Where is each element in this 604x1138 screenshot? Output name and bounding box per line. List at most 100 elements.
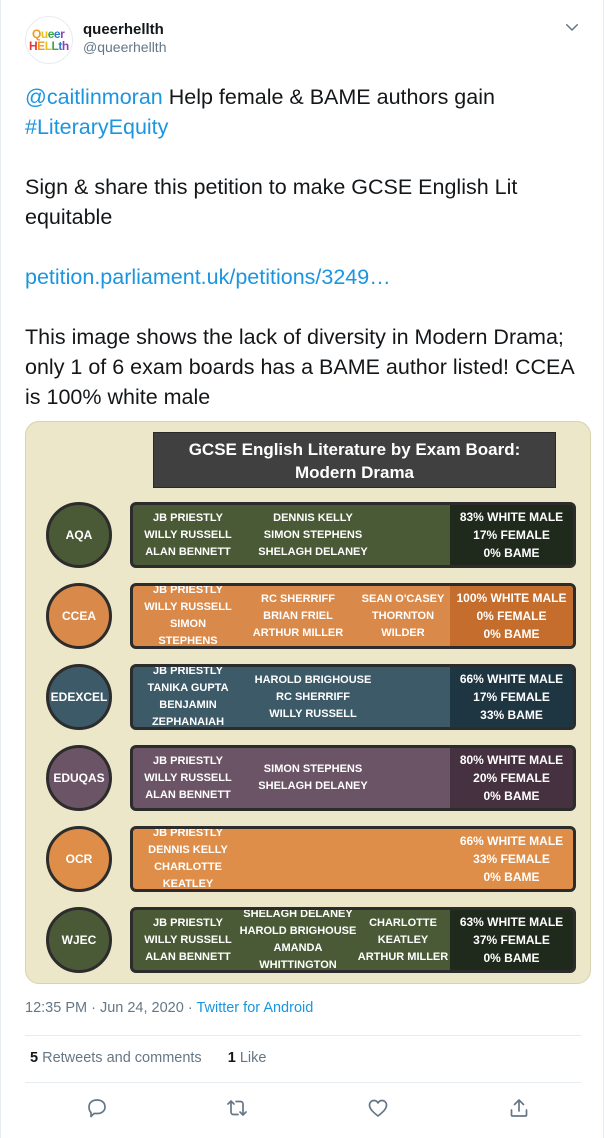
author-name: Shelagh Delaney bbox=[258, 545, 368, 558]
author-name: Willy Russell bbox=[269, 707, 357, 720]
stat-line: 0% BAME bbox=[483, 951, 540, 965]
author-name: Willy Russell bbox=[144, 771, 232, 784]
exam-board-bar: JB Priestly Willy Russell Simon Stephens RC… bbox=[130, 583, 576, 649]
tweet-paragraph-4: This image shows the lack of diversity i… bbox=[25, 325, 574, 409]
stat-line: 66% White Male bbox=[459, 834, 564, 848]
diversity-stats: 80% White Male 20% Female 0% BAME bbox=[450, 748, 573, 808]
retweets-count[interactable]: 5 bbox=[30, 1050, 39, 1066]
author-list: JB Priestly Willy Russell Alan Bennett Shel… bbox=[133, 910, 453, 970]
tweet-timestamp[interactable]: 12:35 PM · Jun 24, 2020 · bbox=[25, 1000, 197, 1016]
hashtag-link[interactable]: #LiteraryEquity bbox=[25, 115, 169, 139]
author-list: JB Priestly Willy Russell Alan Bennett Denn… bbox=[133, 505, 453, 565]
author-name: Thornton Wilder bbox=[371, 609, 435, 639]
tweet-line-1-text: Help female & BAME authors gain bbox=[162, 85, 495, 109]
author-name: Charlotte Keatley bbox=[369, 916, 437, 946]
tweet-source[interactable]: Twitter for Android bbox=[196, 1000, 314, 1016]
likes-label[interactable]: Like bbox=[235, 1050, 267, 1066]
divider bbox=[25, 1082, 581, 1083]
author-name: Shelagh Delaney bbox=[243, 908, 353, 920]
author-name: Simon Stephens bbox=[263, 763, 363, 775]
exam-board-badge: AQA bbox=[46, 502, 112, 568]
stat-line: 100% White Male bbox=[456, 591, 567, 605]
author-name: Shelagh Delaney bbox=[258, 780, 368, 792]
author-list: JB Priestly Dennis Kelly Charlotte Keatley bbox=[133, 829, 453, 889]
diversity-stats: 63% White Male 37% Female 0% BAME bbox=[450, 910, 573, 970]
exam-board-row: EDEXCEL JB Priestly Tanika Gupta Benjamin Z… bbox=[46, 664, 576, 730]
user-handle[interactable]: @queerhellth bbox=[83, 39, 167, 55]
infographic-title: GCSE English Literature by Exam Board: M… bbox=[153, 432, 556, 488]
exam-board-row: EDUQAS JB Priestly Willy Russell Alan Benne… bbox=[46, 745, 576, 811]
author-name: Willy Russell bbox=[144, 528, 232, 541]
author-name: Harold Brighouse bbox=[254, 673, 372, 686]
avatar-logo-bottom: HELLth bbox=[29, 39, 69, 53]
avatar[interactable]: Queer HELLth bbox=[25, 16, 73, 64]
author-name: Arthur Miller bbox=[357, 950, 449, 963]
author-name: Dennis Kelly bbox=[148, 844, 228, 856]
author-name: JB Priestly bbox=[153, 754, 223, 767]
author-column: JB Priestly Willy Russell Alan Bennett bbox=[139, 505, 237, 565]
stat-line: 37% Female bbox=[473, 933, 550, 947]
heart-icon[interactable] bbox=[366, 1096, 390, 1120]
reply-icon[interactable] bbox=[85, 1096, 109, 1120]
author-name: Brian Friel bbox=[263, 609, 333, 622]
author-column: JB Priestly Willy Russell Simon Stephens bbox=[139, 586, 237, 646]
exam-board-badge: WJEC bbox=[46, 907, 112, 973]
stat-line: 20% Female bbox=[473, 771, 550, 785]
retweet-icon[interactable] bbox=[225, 1096, 249, 1120]
author-name: JB Priestly bbox=[153, 916, 223, 929]
exam-board-bar: JB Priestly Tanika Gupta Benjamin Zephanai… bbox=[130, 664, 576, 730]
exam-board-row: OCR JB Priestly Dennis Kelly Charlotte Keat… bbox=[46, 826, 576, 892]
exam-board-badge: CCEA bbox=[46, 583, 112, 649]
diversity-stats: 66% White Male 17% Female 33% BAME bbox=[450, 667, 573, 727]
author-name: Amanda Whittington bbox=[259, 942, 337, 971]
likes-count[interactable]: 1 bbox=[227, 1050, 236, 1066]
stat-line: 33% BAME bbox=[480, 708, 543, 722]
stat-line: 83% White Male bbox=[459, 510, 564, 524]
mention-link[interactable]: @caitlinmoran bbox=[25, 85, 163, 109]
author-column: Simon Stephens Shelagh Delaney bbox=[243, 748, 383, 808]
retweets-label[interactable]: Retweets and comments bbox=[38, 1050, 202, 1066]
exam-board-row: CCEA JB Priestly Willy Russell Simon Stephe… bbox=[46, 583, 576, 649]
diversity-stats: 100% White Male 0% Female 0% BAME bbox=[450, 586, 573, 646]
stat-line: 17% Female bbox=[473, 690, 550, 704]
display-name[interactable]: queerhellth bbox=[83, 21, 164, 38]
exam-board-bar: JB Priestly Willy Russell Alan Bennett Shel… bbox=[130, 907, 576, 973]
tweet-header: Queer HELLth queerhellth @queerhellth bbox=[25, 16, 585, 66]
stat-line: 0% BAME bbox=[483, 546, 540, 560]
exam-board-bar: JB Priestly Dennis Kelly Charlotte Keatley… bbox=[130, 826, 576, 892]
author-name: Simon Stephens bbox=[263, 528, 363, 541]
author-column: JB Priestly Tanika Gupta Benjamin Zephanai… bbox=[139, 667, 237, 727]
author-name: Benjamin Zephanaiah bbox=[151, 699, 225, 728]
petition-link[interactable]: petition.parliament.uk/petitions/3249… bbox=[25, 265, 391, 289]
stat-line: 0% Female bbox=[476, 609, 547, 623]
stat-line: 17% Female bbox=[473, 528, 550, 542]
author-name: Harold Brighouse bbox=[239, 925, 357, 937]
author-name: Willy Russell bbox=[144, 601, 232, 613]
exam-board-badge: EDEXCEL bbox=[46, 664, 112, 730]
author-column: Shelagh Delaney Harold Brighouse Amanda Wh… bbox=[239, 910, 357, 970]
share-icon[interactable] bbox=[507, 1096, 531, 1120]
author-column: Charlotte Keatley Arthur Miller bbox=[349, 910, 457, 970]
exam-board-bar: JB Priestly Willy Russell Alan Bennett Simo… bbox=[130, 745, 576, 811]
author-list: JB Priestly Tanika Gupta Benjamin Zephanai… bbox=[133, 667, 453, 727]
chevron-down-icon[interactable] bbox=[563, 18, 581, 36]
infographic-image[interactable]: GCSE English Literature by Exam Board: M… bbox=[25, 421, 591, 984]
tweet-meta: 12:35 PM · Jun 24, 2020 · Twitter for An… bbox=[25, 1000, 313, 1016]
author-name: Arthur Miller bbox=[252, 626, 344, 639]
author-name: Dennis Kelly bbox=[273, 511, 353, 524]
exam-board-badge: EDUQAS bbox=[46, 745, 112, 811]
author-name: Alan Bennett bbox=[145, 788, 231, 801]
author-name: Sean O'Casey bbox=[361, 592, 445, 605]
tweet-line-1: @caitlinmoran Help female & BAME authors… bbox=[25, 82, 585, 112]
author-list: JB Priestly Willy Russell Alan Bennett Simo… bbox=[133, 748, 453, 808]
author-column: Sean O'Casey Thornton Wilder bbox=[349, 586, 457, 646]
stat-line: 63% White Male bbox=[459, 915, 564, 929]
author-name: RC Sherriff bbox=[276, 690, 350, 703]
diversity-stats: 66% White Male 33% Female 0% BAME bbox=[450, 829, 573, 889]
author-column: Harold Brighouse RC Sherriff Willy Russell bbox=[243, 667, 383, 727]
stat-line: 33% Female bbox=[473, 852, 550, 866]
author-name: Tanika Gupta bbox=[147, 682, 229, 694]
author-column: Dennis Kelly Simon Stephens Shelagh Delane… bbox=[243, 505, 383, 565]
tweet-text: @caitlinmoran Help female & BAME authors… bbox=[25, 82, 585, 412]
